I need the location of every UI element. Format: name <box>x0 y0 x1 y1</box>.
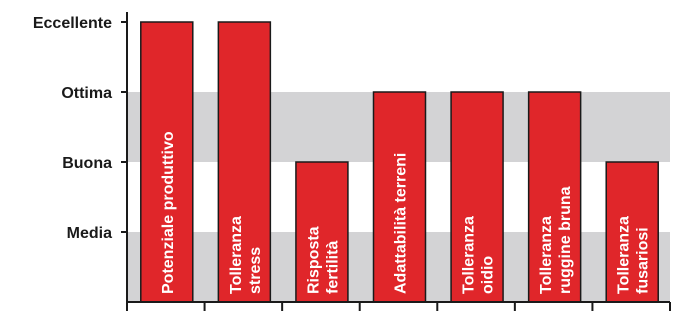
bar-4 <box>450 91 504 303</box>
y-tick-label-buona: Buona <box>62 155 112 172</box>
bar-label-4: Tolleranza oidio <box>461 216 497 294</box>
bars: Potenziale produttivo Tolleranza stress Ris… <box>140 21 659 303</box>
y-tick-label-media: Media <box>67 225 112 242</box>
bar-label-5: Tolleranza ruggine bruna <box>538 186 574 294</box>
bar-3 <box>372 91 427 303</box>
y-tick-label-ottima: Ottima <box>61 85 112 102</box>
bar-2 <box>295 161 349 303</box>
bar-5 <box>527 91 582 303</box>
bar-1 <box>217 21 272 303</box>
bar-label-0: Potenziale produttivo <box>160 131 177 294</box>
axes <box>121 12 671 311</box>
bar-label-3: Adattabilità terreni <box>393 153 410 294</box>
y-tick-label-eccellente: Eccellente <box>33 15 112 32</box>
bar-6 <box>605 161 659 303</box>
bar-label-6: Tolleranza fusariosi <box>616 216 652 294</box>
y-tick-labels: Media Buona Ottima Eccellente <box>33 15 112 242</box>
bar-label-2: Risposta fertilità <box>305 226 341 294</box>
bar-label-1: Tolleranza stress <box>228 216 264 294</box>
